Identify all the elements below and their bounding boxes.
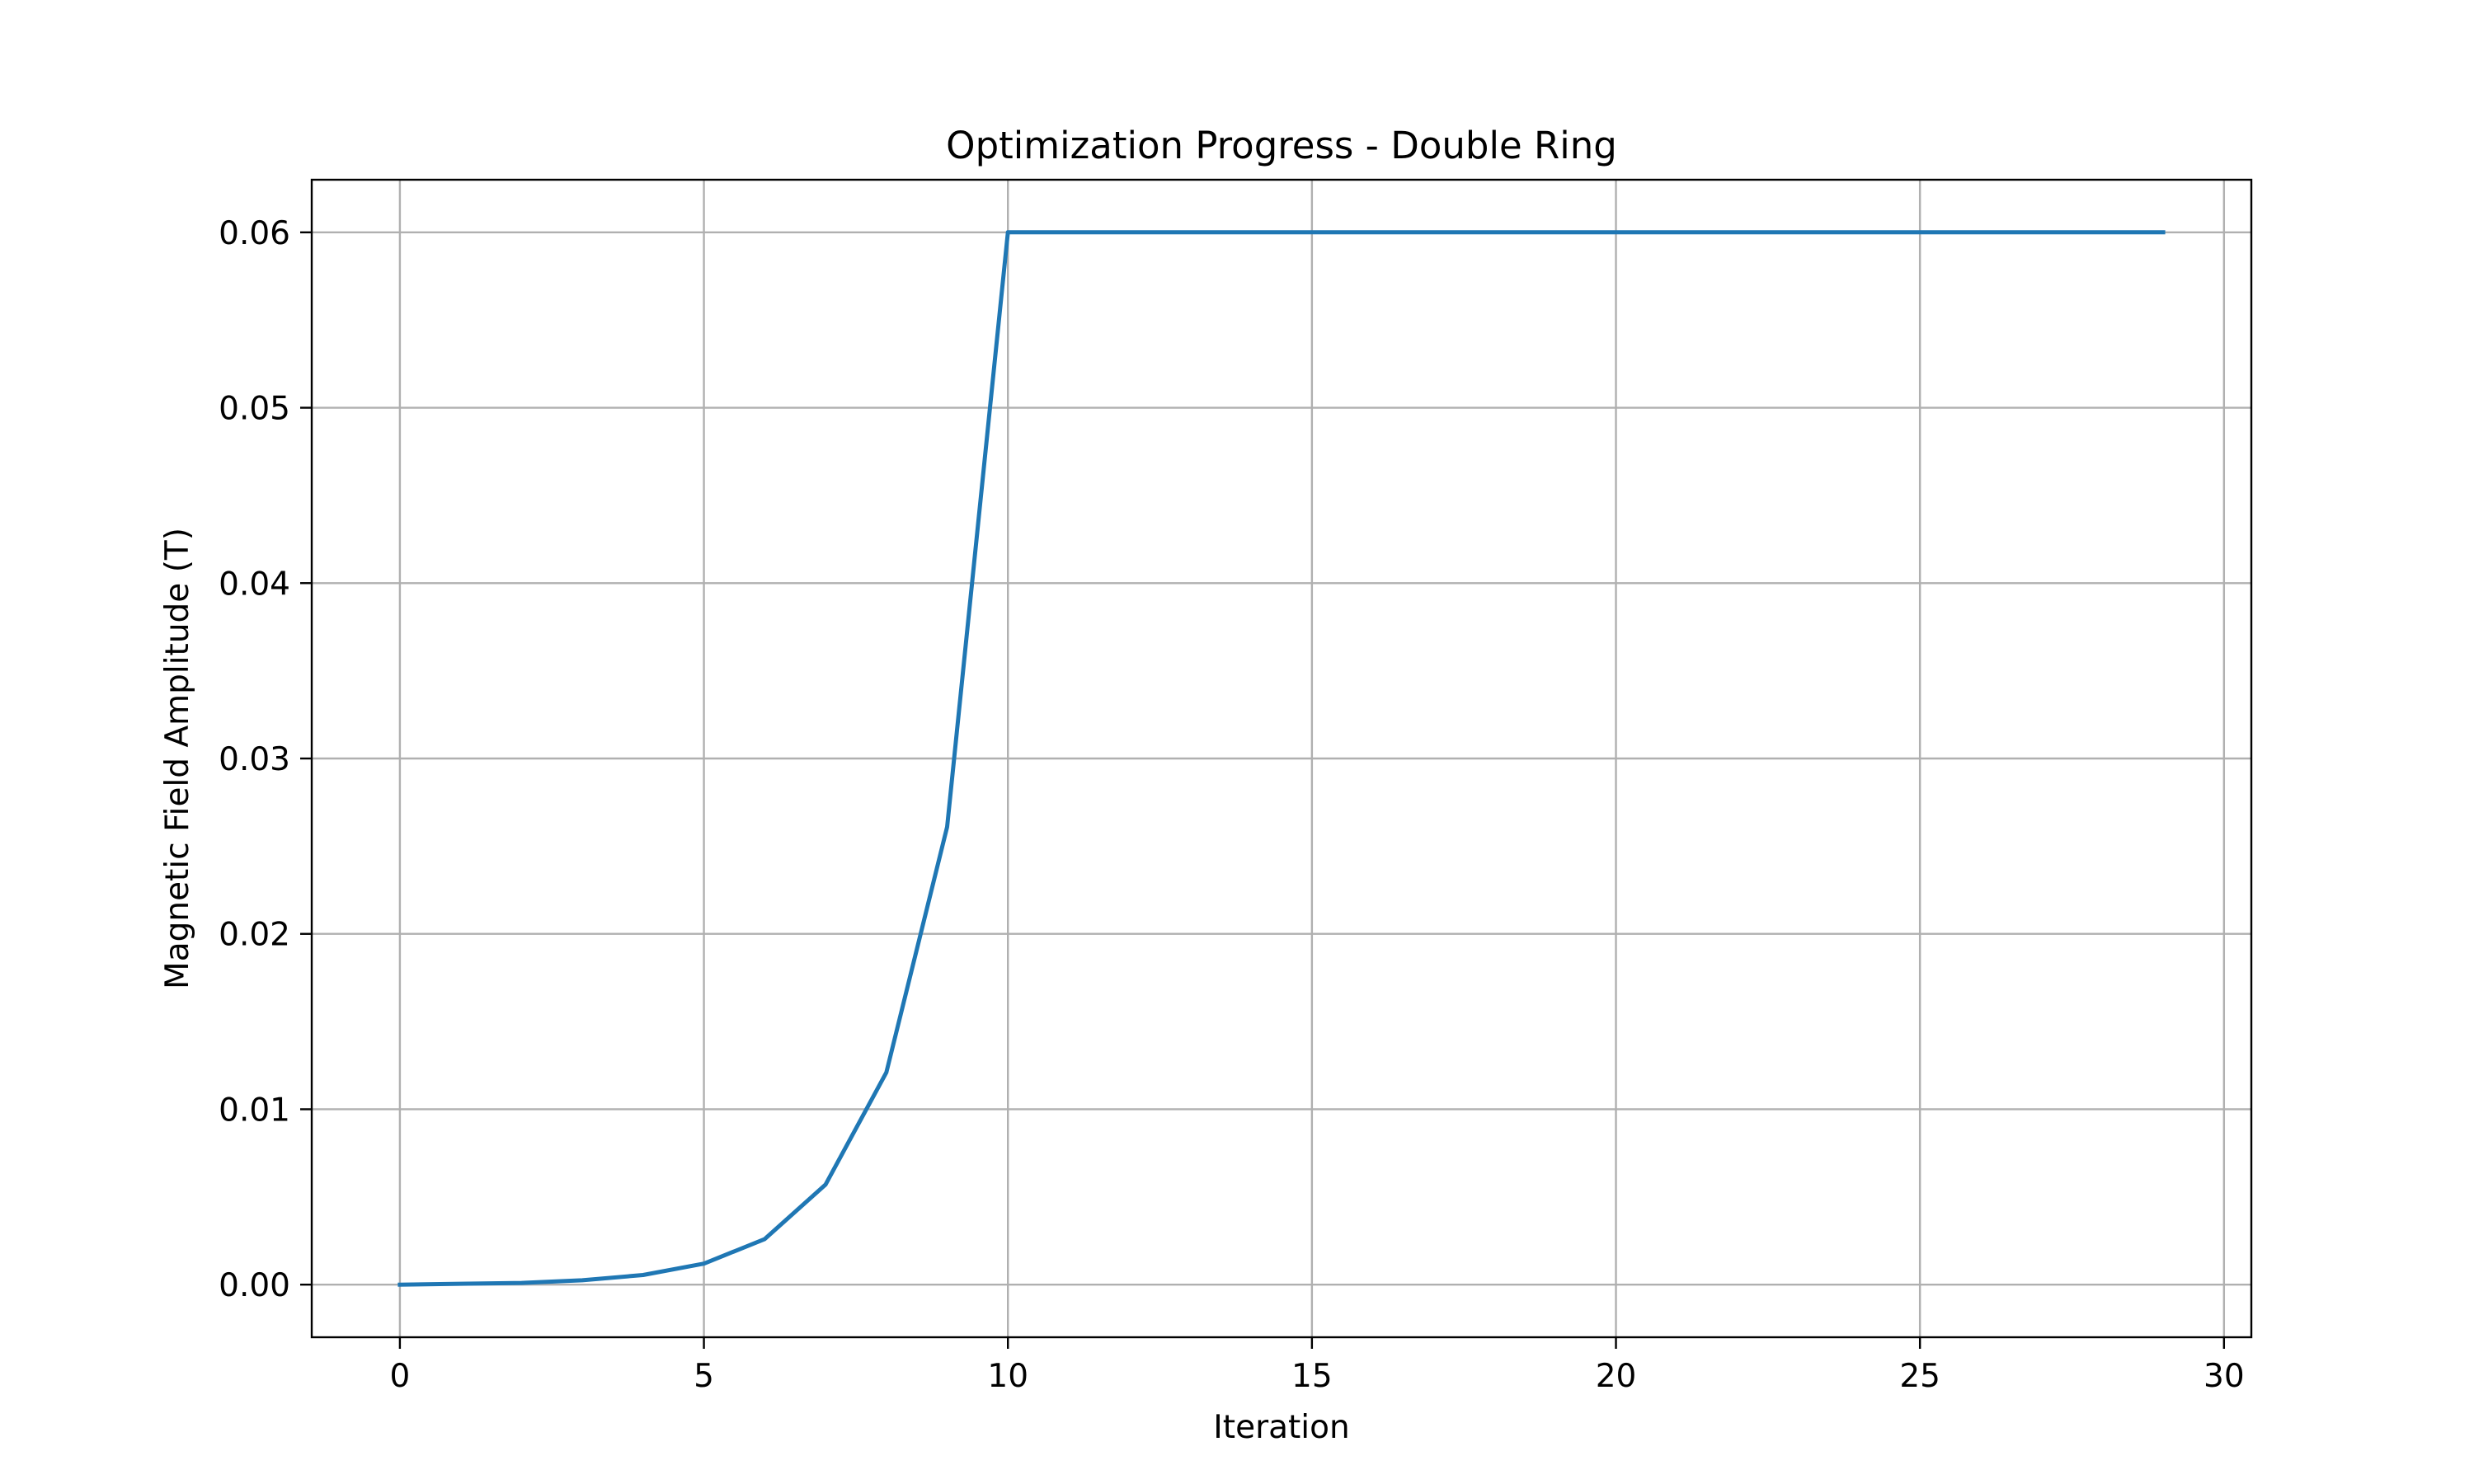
x-tick-label: 5	[694, 1358, 714, 1395]
chart-title: Optimization Progress - Double Ring	[946, 124, 1617, 167]
y-tick-label: 0.03	[219, 741, 290, 778]
y-tick-label: 0.05	[219, 391, 290, 428]
x-tick-label: 15	[1291, 1358, 1333, 1395]
y-tick-label: 0.01	[219, 1092, 290, 1129]
series-layer	[397, 230, 2166, 1287]
x-tick-label: 25	[1899, 1358, 1940, 1395]
ticks: 0 5 10 15 20 25 30 0.00 0.01 0.02 0.03 0.04 0.05 0.06	[219, 215, 2244, 1395]
series-line	[397, 230, 2166, 1287]
x-tick-label: 30	[2204, 1358, 2245, 1395]
x-tick-label: 20	[1596, 1358, 1637, 1395]
y-axis-label: Magnetic Field Amplitude (T)	[159, 528, 196, 989]
x-axis-label: Iteration	[1213, 1409, 1349, 1446]
y-tick-label: 0.06	[219, 215, 290, 252]
y-tick-label: 0.04	[219, 566, 290, 603]
y-tick-label: 0.02	[219, 917, 290, 954]
x-tick-label: 0	[389, 1358, 410, 1395]
x-tick-label: 10	[987, 1358, 1028, 1395]
y-tick-label: 0.00	[219, 1267, 290, 1304]
